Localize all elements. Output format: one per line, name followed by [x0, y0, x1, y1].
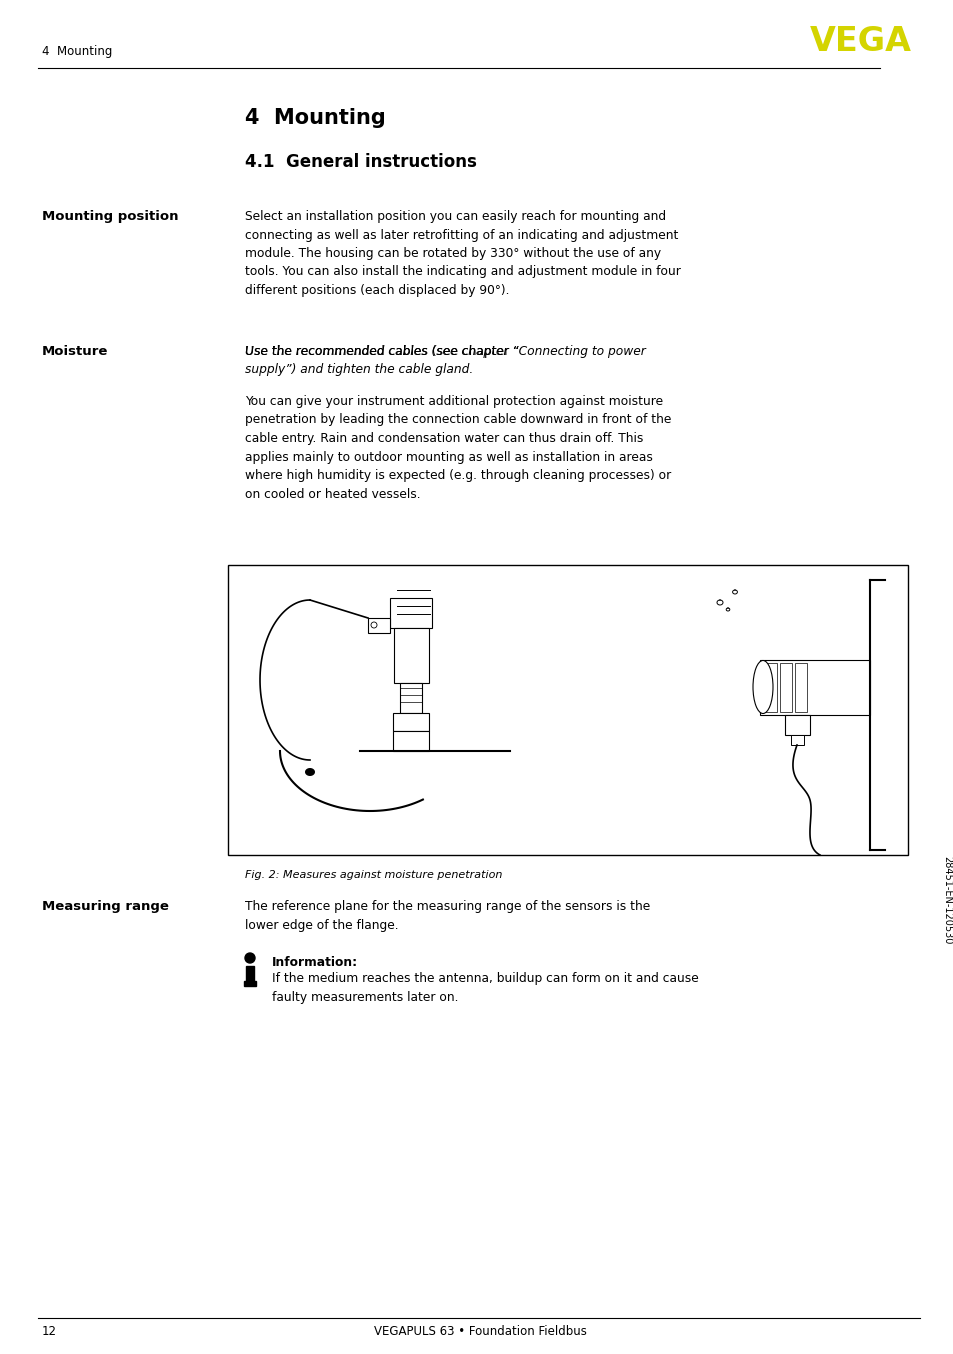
Bar — [399, 682, 421, 714]
Ellipse shape — [752, 661, 772, 714]
Text: 28451-EN-120530: 28451-EN-120530 — [941, 856, 951, 944]
Bar — [393, 714, 429, 731]
Text: 4.1  General instructions: 4.1 General instructions — [245, 153, 476, 171]
FancyBboxPatch shape — [243, 980, 256, 986]
Text: Measuring range: Measuring range — [42, 900, 169, 913]
Bar — [794, 663, 806, 712]
Text: Information:: Information: — [272, 956, 357, 969]
Text: You can give your instrument additional protection against moisture
penetration : You can give your instrument additional … — [245, 395, 671, 501]
Text: VEGAPULS 63 • Foundation Fieldbus: VEGAPULS 63 • Foundation Fieldbus — [374, 1326, 586, 1338]
Text: Moisture: Moisture — [42, 345, 109, 357]
Bar — [394, 628, 429, 682]
Bar — [760, 659, 869, 715]
Text: Fig. 2: Measures against moisture penetration: Fig. 2: Measures against moisture penetr… — [245, 871, 502, 880]
Bar — [764, 663, 776, 712]
Circle shape — [371, 621, 376, 628]
Text: The reference plane for the measuring range of the sensors is the
lower edge of : The reference plane for the measuring ra… — [245, 900, 650, 932]
Text: If the medium reaches the antenna, buildup can form on it and cause
faulty measu: If the medium reaches the antenna, build… — [272, 972, 698, 1003]
Text: Select an installation position you can easily reach for mounting and
connecting: Select an installation position you can … — [245, 210, 680, 297]
Text: Use the recommended cables (see chapter “: Use the recommended cables (see chapter … — [245, 345, 519, 357]
Bar — [390, 598, 432, 628]
Bar — [780, 663, 791, 712]
Bar — [246, 965, 253, 984]
Text: 12: 12 — [42, 1326, 57, 1338]
Text: Mounting position: Mounting position — [42, 210, 178, 223]
Bar — [393, 731, 429, 751]
Text: Use the recommended cables (see chapter “Connecting to power
supply”) and tighte: Use the recommended cables (see chapter … — [245, 345, 645, 376]
Bar — [790, 735, 803, 745]
Circle shape — [245, 953, 254, 963]
Bar — [228, 565, 907, 854]
Text: 4  Mounting: 4 Mounting — [42, 45, 112, 58]
Polygon shape — [305, 768, 314, 776]
Text: VEGA: VEGA — [809, 24, 911, 58]
Bar — [784, 715, 809, 735]
Bar — [368, 617, 390, 634]
Text: 4  Mounting: 4 Mounting — [245, 108, 385, 129]
